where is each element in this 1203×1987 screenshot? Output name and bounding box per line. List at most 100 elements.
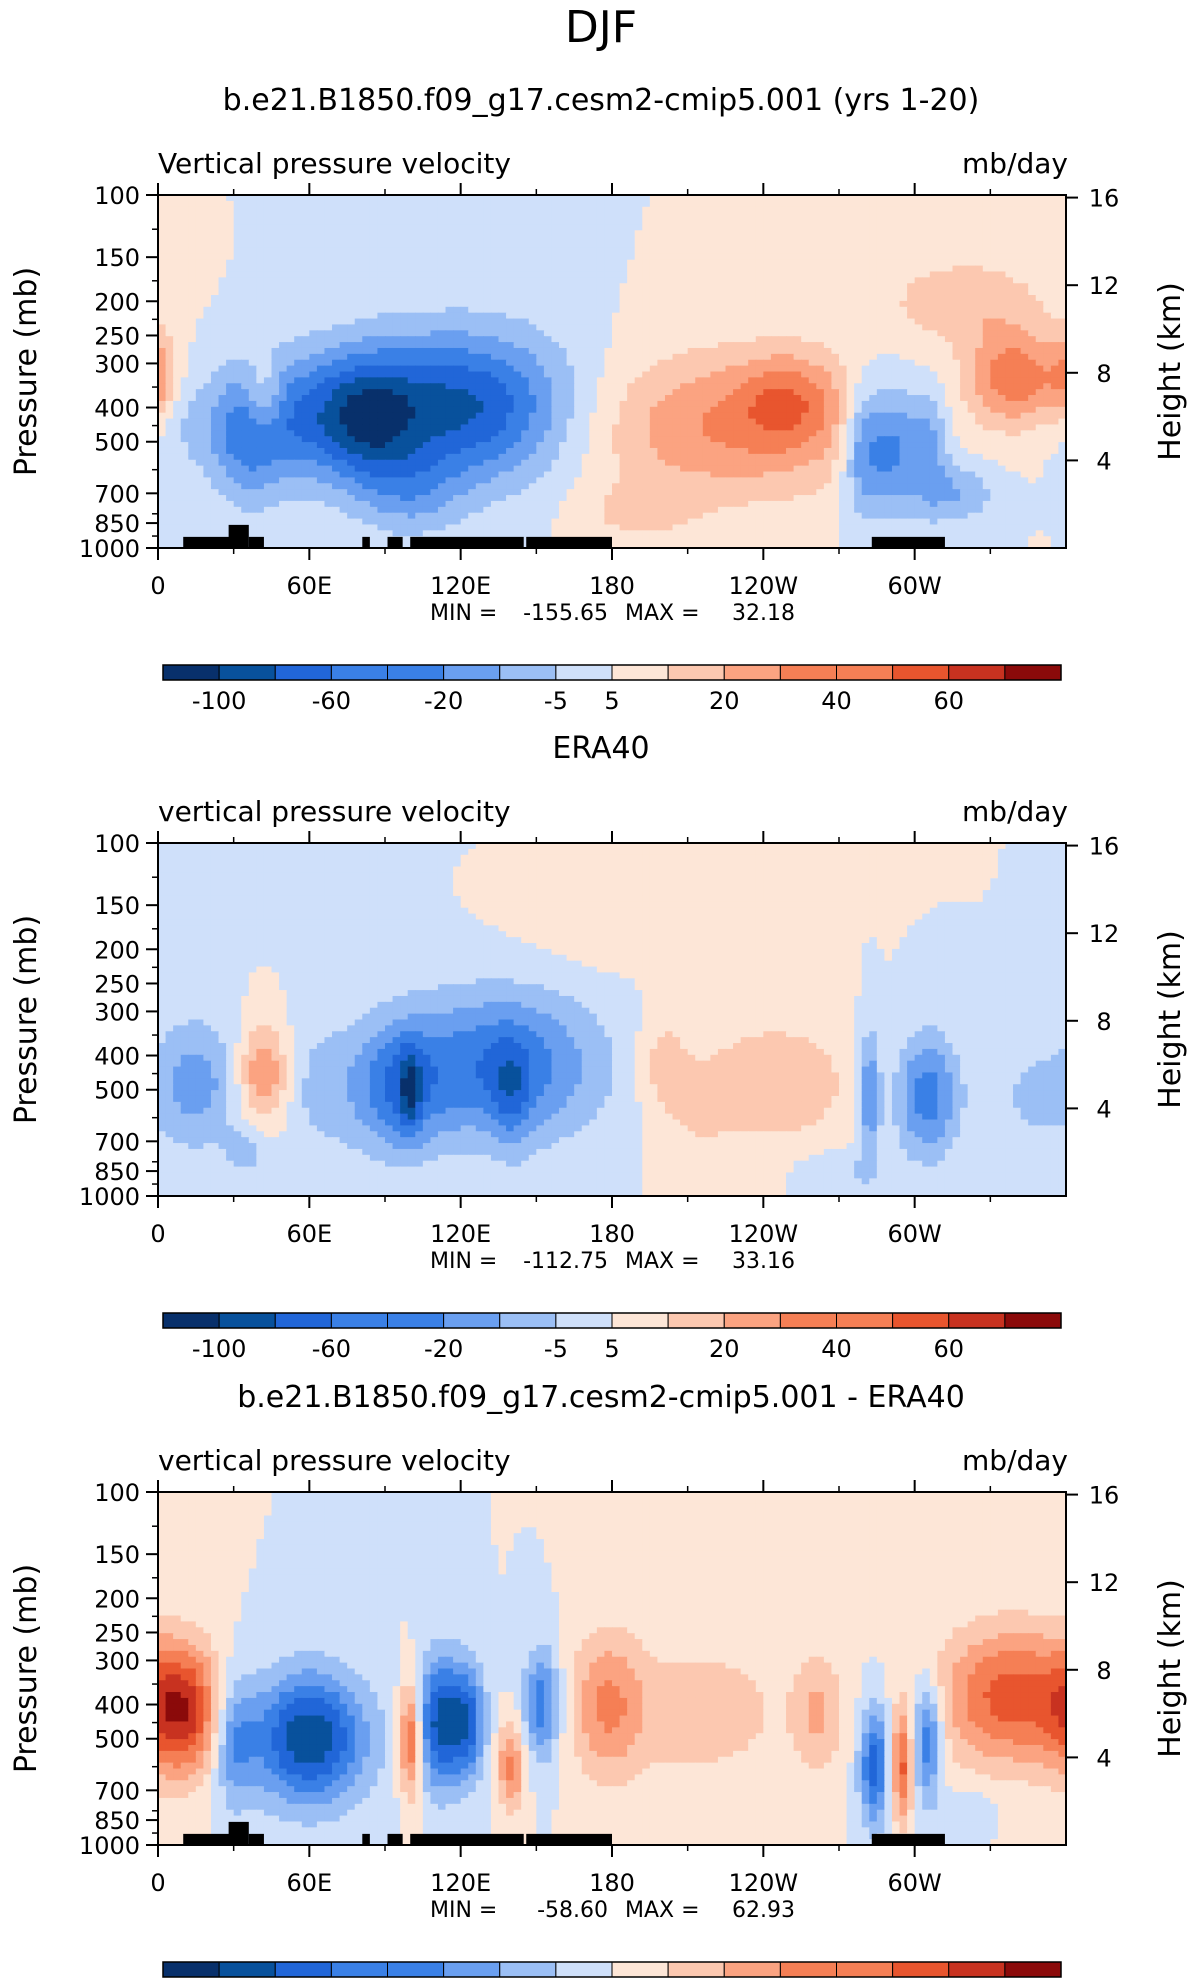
contour-cell bbox=[233, 395, 242, 402]
contour-cell bbox=[914, 247, 923, 255]
contour-cell bbox=[241, 406, 250, 414]
contour-cell bbox=[725, 342, 734, 349]
contour-cell bbox=[1058, 259, 1067, 267]
contour-cell bbox=[997, 324, 1007, 331]
contour-cell bbox=[786, 212, 795, 220]
contour-cell bbox=[354, 377, 363, 384]
contour-cell bbox=[770, 395, 780, 402]
contour-cell bbox=[763, 195, 772, 202]
contour-cell bbox=[891, 289, 901, 296]
contour-cell bbox=[823, 342, 833, 349]
contour-cell bbox=[165, 212, 174, 220]
contour-cell bbox=[748, 389, 757, 396]
contour-cell bbox=[233, 218, 242, 226]
contour-cell bbox=[914, 336, 923, 343]
contour-cell bbox=[301, 359, 310, 367]
contour-cell bbox=[944, 253, 954, 261]
contour-cell bbox=[581, 430, 590, 437]
contour-cell bbox=[316, 342, 326, 349]
contour-field bbox=[158, 195, 1067, 549]
contour-cell bbox=[506, 195, 515, 202]
contour-cell bbox=[899, 383, 908, 390]
contour-cell bbox=[725, 353, 734, 361]
contour-cell bbox=[929, 371, 938, 378]
contour-cell bbox=[324, 265, 333, 273]
contour-cell bbox=[960, 365, 969, 373]
contour-cell bbox=[801, 295, 810, 302]
contour-cell bbox=[279, 412, 288, 420]
contour-cell bbox=[536, 318, 545, 326]
contour-cell bbox=[1035, 371, 1044, 378]
contour-cell bbox=[309, 430, 318, 437]
contour-cell bbox=[664, 412, 674, 420]
contour-cell bbox=[490, 347, 500, 355]
contour-cell bbox=[657, 247, 666, 255]
contour-cell bbox=[483, 436, 492, 443]
contour-cell bbox=[672, 336, 681, 343]
contour-cell bbox=[226, 259, 235, 267]
contour-cell bbox=[1020, 359, 1029, 367]
contour-cell bbox=[180, 265, 189, 273]
contour-cell bbox=[982, 318, 991, 326]
contour-cell bbox=[286, 430, 295, 437]
contour-cell bbox=[793, 218, 802, 226]
contour-cell bbox=[960, 271, 969, 278]
contour-cell bbox=[975, 247, 984, 255]
contour-cell bbox=[301, 271, 310, 278]
contour-cell bbox=[226, 347, 235, 355]
contour-cell bbox=[899, 300, 908, 308]
contour-cell bbox=[733, 212, 742, 220]
contour-cell bbox=[664, 218, 674, 226]
contour-cell bbox=[823, 206, 833, 214]
contour-cell bbox=[188, 371, 197, 378]
contour-cell bbox=[453, 365, 462, 373]
contour-cell bbox=[839, 336, 848, 343]
contour-cell bbox=[445, 389, 454, 396]
contour-cell bbox=[528, 230, 537, 237]
contour-cell bbox=[944, 318, 954, 326]
contour-cell bbox=[339, 218, 348, 226]
contour-cell bbox=[407, 230, 416, 237]
contour-cell bbox=[1035, 377, 1044, 384]
contour-cell bbox=[513, 283, 522, 290]
contour-cell bbox=[891, 312, 901, 320]
contour-cell bbox=[173, 318, 182, 326]
contour-cell bbox=[846, 265, 855, 273]
contour-cell bbox=[294, 206, 303, 214]
contour-cell bbox=[869, 330, 878, 337]
contour-cell bbox=[975, 224, 984, 231]
contour-cell bbox=[937, 230, 946, 237]
contour-cell bbox=[332, 230, 341, 237]
contour-cell bbox=[960, 400, 969, 408]
contour-cell bbox=[498, 265, 507, 273]
contour-cell bbox=[415, 259, 424, 267]
contour-cell bbox=[604, 236, 613, 243]
contour-cell bbox=[339, 400, 348, 408]
contour-cell bbox=[899, 371, 908, 378]
contour-cell bbox=[982, 342, 991, 349]
contour-cell bbox=[210, 330, 220, 337]
contour-cell bbox=[226, 283, 235, 290]
contour-cell bbox=[521, 247, 530, 255]
contour-cell bbox=[1020, 247, 1029, 255]
contour-cell bbox=[634, 359, 643, 367]
contour-cell bbox=[233, 212, 242, 220]
contour-cell bbox=[748, 383, 757, 390]
contour-cell bbox=[369, 353, 379, 361]
contour-cell bbox=[929, 212, 938, 220]
contour-cell bbox=[778, 253, 787, 261]
contour-cell bbox=[271, 259, 280, 267]
contour-cell bbox=[876, 236, 885, 243]
contour-cell bbox=[831, 236, 840, 243]
contour-cell bbox=[460, 424, 469, 431]
contour-cell bbox=[861, 259, 870, 267]
contour-cell bbox=[483, 365, 492, 373]
contour-cell bbox=[839, 430, 848, 437]
contour-cell bbox=[528, 389, 537, 396]
contour-cell bbox=[733, 359, 742, 367]
contour-cell bbox=[483, 353, 492, 361]
contour-cell bbox=[521, 312, 530, 320]
contour-cell bbox=[233, 318, 242, 326]
contour-cell bbox=[400, 424, 409, 431]
contour-cell bbox=[233, 383, 242, 390]
